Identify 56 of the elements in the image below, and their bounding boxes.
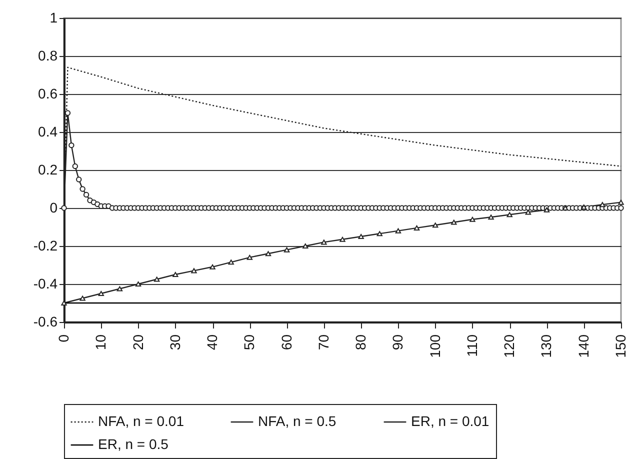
y-tick-label: 0 — [50, 200, 58, 216]
point — [265, 251, 272, 256]
y-tick-label: 1 — [50, 10, 58, 26]
x-tick-label: 90 — [390, 334, 406, 350]
point — [80, 296, 86, 301]
legend-label: NFA, n = 0.5 — [258, 413, 336, 429]
legend-label: ER, n = 0.01 — [411, 413, 490, 429]
point — [154, 276, 160, 282]
x-tick-label: 130 — [538, 334, 554, 358]
x-tick-label: 20 — [130, 334, 146, 350]
x-tick-label: 70 — [315, 334, 332, 350]
y-tick-label: 0.8 — [38, 48, 58, 64]
point — [525, 210, 532, 215]
x-tick-label: 150 — [612, 334, 627, 358]
x-tick-label: 80 — [352, 334, 369, 350]
x-tick-label: 10 — [92, 334, 109, 350]
point — [246, 254, 253, 260]
point — [488, 214, 494, 220]
point — [284, 247, 290, 252]
x-tick-label: 0 — [56, 334, 72, 342]
point — [358, 234, 364, 240]
point — [191, 268, 197, 274]
point — [172, 272, 178, 278]
point — [618, 200, 624, 205]
legend-label: NFA, n = 0.01 — [98, 413, 184, 429]
point — [302, 243, 308, 249]
point — [470, 216, 476, 222]
point — [98, 290, 104, 296]
x-tick-label: 40 — [204, 334, 220, 350]
x-tick-label: 110 — [464, 334, 480, 357]
x-tick-label: 30 — [166, 334, 183, 350]
legend-label: ER, n = 0.5 — [98, 436, 169, 452]
point — [376, 231, 382, 236]
point — [210, 264, 216, 270]
y-tick-label: 0.6 — [38, 86, 58, 102]
y-tick-label: -0.6 — [33, 314, 58, 330]
point — [395, 228, 402, 234]
y-tick-label: 0.2 — [38, 162, 58, 178]
y-tick-label: -0.4 — [33, 276, 58, 292]
x-tick-label: 120 — [501, 334, 518, 358]
point — [228, 260, 234, 265]
point — [506, 212, 512, 218]
point — [432, 222, 438, 228]
point — [451, 220, 457, 225]
y-tick-label: 0.4 — [38, 124, 58, 140]
x-tick-label: 50 — [241, 334, 258, 350]
point — [116, 286, 123, 292]
x-tick-label: 100 — [426, 334, 443, 358]
x-tick-label: 140 — [575, 334, 592, 358]
point — [414, 225, 420, 230]
x-tick-label: 60 — [278, 334, 294, 350]
point — [321, 240, 327, 245]
y-tick-label: -0.2 — [33, 238, 58, 254]
point — [135, 281, 142, 287]
point — [340, 236, 346, 242]
point — [600, 202, 606, 208]
